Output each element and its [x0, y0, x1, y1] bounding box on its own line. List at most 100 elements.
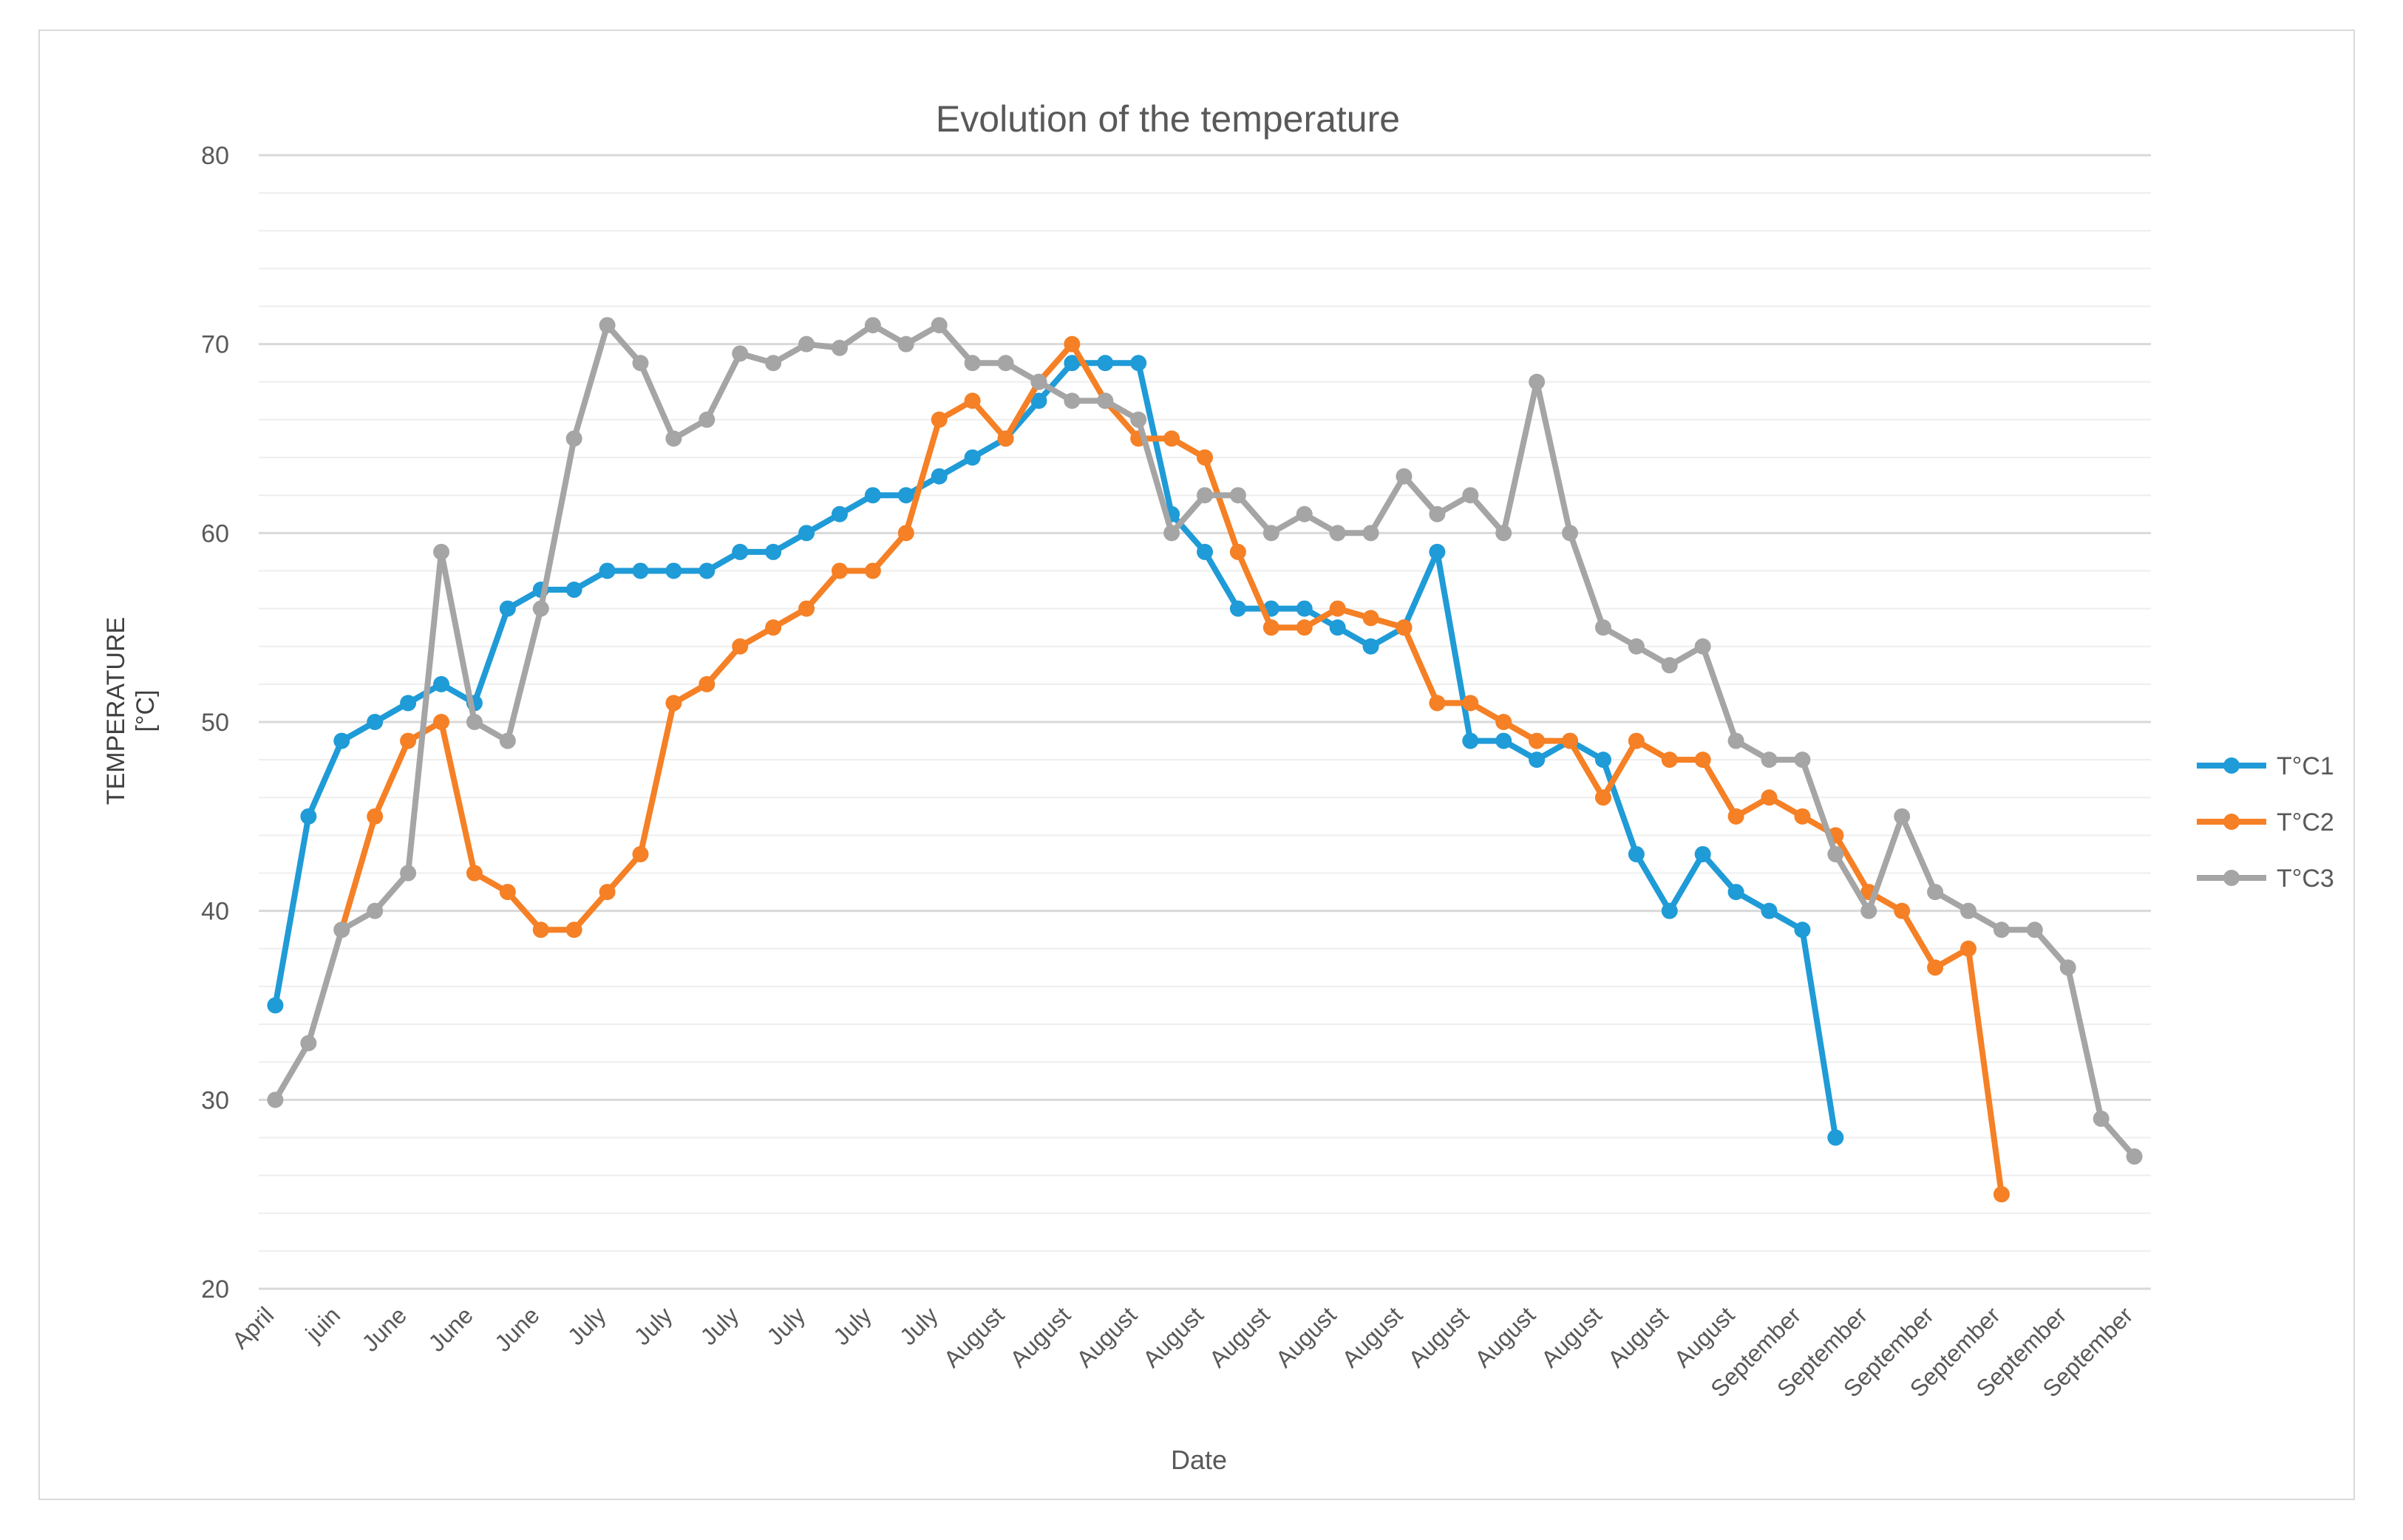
data-point — [1727, 732, 1744, 749]
data-point — [1628, 732, 1645, 749]
data-point — [532, 600, 549, 617]
data-point — [897, 487, 914, 504]
data-point — [1030, 373, 1047, 390]
data-point — [1362, 638, 1379, 655]
legend-item-tc2: T°C2 — [2197, 808, 2334, 837]
data-point — [1462, 695, 1479, 712]
data-point — [732, 345, 749, 362]
data-point — [1362, 525, 1379, 542]
data-point — [1894, 902, 1911, 919]
series-line — [339, 341, 2005, 1195]
data-point — [1794, 921, 1811, 938]
data-point — [1163, 525, 1180, 542]
y-tick-label: 80 — [201, 142, 229, 170]
data-point — [2126, 1148, 2143, 1165]
data-point — [2026, 921, 2043, 938]
data-point — [565, 921, 582, 938]
data-point — [1594, 752, 1611, 769]
data-point — [367, 902, 384, 919]
data-point — [1130, 411, 1147, 428]
data-point — [1628, 845, 1645, 862]
data-point — [333, 921, 350, 938]
data-point — [367, 808, 384, 825]
data-point — [798, 600, 815, 617]
data-point — [1661, 657, 1678, 674]
data-point — [466, 714, 483, 730]
data-point — [1727, 808, 1744, 825]
data-point — [997, 355, 1014, 372]
data-point — [1064, 355, 1081, 372]
data-point — [1761, 902, 1778, 919]
series-line — [272, 360, 1839, 1139]
data-point — [1661, 752, 1678, 769]
data-point — [1661, 902, 1678, 919]
data-point — [632, 562, 649, 579]
data-point — [400, 732, 417, 749]
data-point — [1495, 714, 1512, 730]
data-point — [267, 1091, 284, 1108]
legend-item-tc3: T°C3 — [2197, 865, 2334, 893]
y-axis-title-line-1: TEMPERATURE — [102, 617, 130, 805]
data-point — [1993, 1186, 2010, 1203]
data-point — [1827, 845, 1844, 862]
data-point — [433, 543, 450, 560]
data-point — [1594, 619, 1611, 636]
data-point — [1529, 732, 1546, 749]
legend-item-tc1: T°C1 — [2197, 752, 2334, 780]
data-point — [433, 714, 450, 730]
data-point — [665, 695, 682, 712]
data-point — [1495, 732, 1512, 749]
legend-marker-tc2 — [2223, 814, 2240, 830]
x-tick-label: August — [1469, 1301, 1540, 1372]
x-tick-label: June — [357, 1301, 412, 1357]
x-axis-title: Date — [1171, 1445, 1227, 1475]
data-point — [400, 865, 417, 882]
data-point — [466, 865, 483, 882]
data-point — [699, 562, 716, 579]
data-point — [1296, 600, 1313, 617]
y-axis-title-line-2: [°C] — [132, 689, 160, 732]
chart-title: Evolution of the temperature — [936, 98, 1400, 140]
data-point — [798, 525, 815, 542]
x-tick-label: April — [227, 1301, 279, 1354]
data-point — [2059, 959, 2076, 976]
x-tick-label: August — [939, 1301, 1010, 1372]
data-point — [897, 335, 914, 352]
data-point — [1694, 752, 1711, 769]
x-tick-label: July — [828, 1301, 877, 1350]
data-point — [1860, 902, 1877, 919]
x-tick-label: August — [1005, 1301, 1075, 1372]
data-point — [1628, 638, 1645, 655]
data-point — [765, 619, 782, 636]
data-point — [732, 543, 749, 560]
data-point — [765, 543, 782, 560]
data-point — [367, 714, 384, 730]
data-point — [1993, 921, 2010, 938]
x-tick-label: August — [1204, 1301, 1275, 1372]
data-point — [1694, 638, 1711, 655]
data-point — [1562, 732, 1579, 749]
data-point — [565, 430, 582, 447]
data-point — [964, 392, 981, 409]
data-point — [1396, 619, 1413, 636]
data-point — [864, 562, 881, 579]
y-tick-label: 70 — [201, 331, 229, 359]
data-point — [1097, 392, 1114, 409]
legend: T°C1 T°C2 T°C3 — [2197, 752, 2334, 893]
x-tick-label: August — [1271, 1301, 1342, 1372]
data-point — [1296, 619, 1313, 636]
x-tick-label: August — [1337, 1301, 1408, 1372]
data-point — [732, 638, 749, 655]
x-tick-label: July — [695, 1301, 744, 1350]
series-3 — [267, 317, 2143, 1165]
data-point — [532, 921, 549, 938]
data-point — [433, 675, 450, 692]
x-tick-label: July — [894, 1301, 943, 1350]
y-tick-label: 50 — [201, 709, 229, 737]
data-point — [1296, 505, 1313, 522]
data-point — [1262, 619, 1279, 636]
data-point — [1030, 392, 1047, 409]
data-point — [1462, 732, 1479, 749]
legend-label-tc3: T°C3 — [2277, 865, 2334, 893]
